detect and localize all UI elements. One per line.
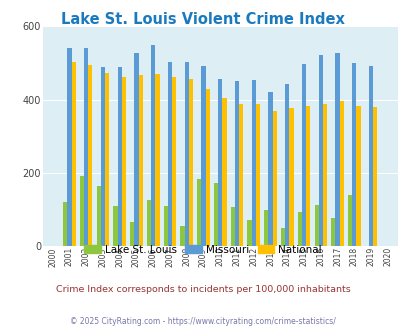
Bar [205,89,209,246]
Bar [356,106,360,246]
Bar [130,222,134,246]
Bar [217,80,222,246]
Bar [197,179,201,246]
Bar [251,80,255,246]
Bar [155,74,159,246]
Bar [222,98,226,246]
Bar [247,220,251,246]
Bar [63,202,67,246]
Bar [151,46,155,246]
Bar [280,228,284,246]
Bar [347,195,352,246]
Bar [213,183,217,246]
Bar [314,205,318,246]
Bar [268,92,272,246]
Bar [71,61,76,246]
Bar [100,67,105,246]
Bar [80,176,84,246]
Bar [188,79,192,246]
Text: © 2025 CityRating.com - https://www.cityrating.com/crime-statistics/: © 2025 CityRating.com - https://www.city… [70,317,335,326]
Bar [147,200,151,246]
Bar [339,101,343,246]
Bar [239,104,243,246]
Bar [297,212,301,246]
Bar [284,84,289,246]
Bar [352,63,356,246]
Bar [230,208,234,246]
Legend: Lake St. Louis, Missouri, National: Lake St. Louis, Missouri, National [80,241,325,259]
Bar [67,48,71,246]
Bar [335,53,339,246]
Bar [372,107,376,246]
Bar [113,206,117,246]
Bar [234,81,239,246]
Bar [134,53,138,246]
Bar [264,210,268,246]
Bar [289,108,293,246]
Text: Crime Index corresponds to incidents per 100,000 inhabitants: Crime Index corresponds to incidents per… [55,285,350,294]
Text: Lake St. Louis Violent Crime Index: Lake St. Louis Violent Crime Index [61,12,344,26]
Bar [184,62,188,246]
Bar [84,48,88,246]
Bar [122,77,126,246]
Bar [172,77,176,246]
Bar [88,65,92,246]
Bar [201,66,205,246]
Bar [163,206,168,246]
Bar [96,185,100,246]
Bar [301,64,305,246]
Bar [138,76,143,246]
Bar [318,55,322,246]
Bar [168,62,172,246]
Bar [322,104,326,246]
Bar [180,226,184,246]
Bar [117,67,121,246]
Bar [305,106,309,246]
Bar [272,111,276,246]
Bar [330,218,335,246]
Bar [105,73,109,246]
Bar [255,104,260,246]
Bar [368,66,372,246]
